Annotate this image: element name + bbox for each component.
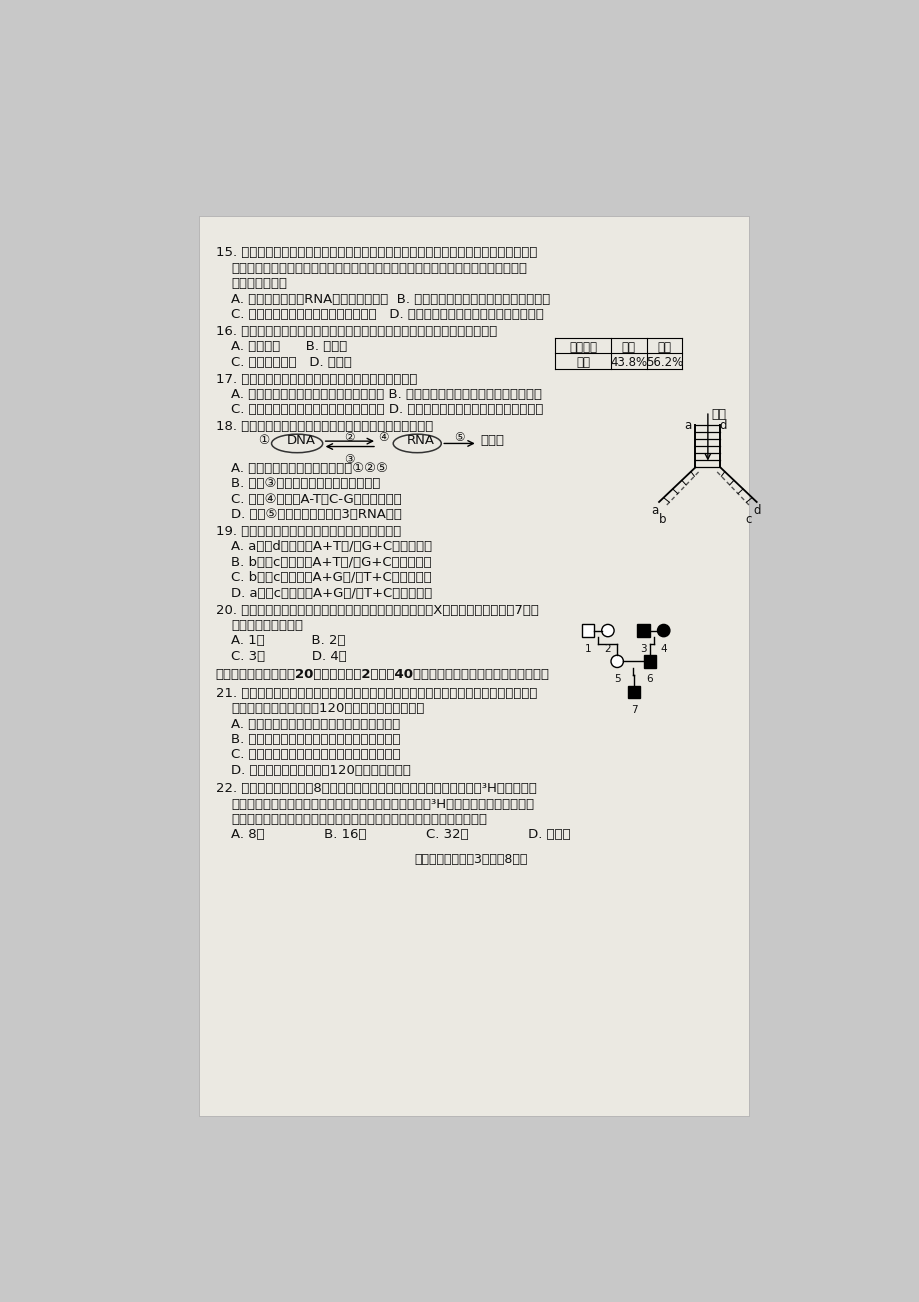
- Circle shape: [657, 625, 669, 637]
- Text: 19. 下列关于右图所示生理过程的说法不正确的是: 19. 下列关于右图所示生理过程的说法不正确的是: [216, 525, 401, 538]
- Text: C. 过程④能发生A-T、C-G碱基互补配对: C. 过程④能发生A-T、C-G碱基互补配对: [231, 492, 402, 505]
- Circle shape: [601, 625, 614, 637]
- Text: b: b: [658, 513, 666, 526]
- Text: 18. 下图为生物的中心法则图解。下列有关说法不正确的是: 18. 下图为生物的中心法则图解。下列有关说法不正确的是: [216, 421, 433, 434]
- Text: 子细胞至有丝分裂分裂后期，一个细胞内具有放射性标记的染色体条数为: 子细胞至有丝分裂分裂后期，一个细胞内具有放射性标记的染色体条数为: [231, 812, 487, 825]
- Text: D. 红细胞中的凋亡基因在120天左右开始表达: D. 红细胞中的凋亡基因在120天左右开始表达: [231, 764, 411, 777]
- Text: 嘌呤: 嘌呤: [621, 341, 635, 354]
- Text: 56.2%: 56.2%: [645, 357, 682, 370]
- Text: A. 人的成熟红细胞可以通过无丝分裂进行增殖: A. 人的成熟红细胞可以通过无丝分裂进行增殖: [231, 717, 400, 730]
- Text: 致病基因最终来源于: 致病基因最终来源于: [231, 618, 303, 631]
- Text: DNA: DNA: [286, 434, 315, 447]
- Text: ⑤: ⑤: [454, 431, 464, 444]
- Text: a: a: [684, 419, 690, 432]
- Text: 7: 7: [630, 706, 637, 715]
- Bar: [581, 625, 594, 637]
- Bar: [628, 686, 640, 698]
- Text: 16. 研究发现某生物的遗传物质的碱基组成情况如表所示，则该生物最可能是: 16. 研究发现某生物的遗传物质的碱基组成情况如表所示，则该生物最可能是: [216, 326, 496, 339]
- Text: a: a: [651, 504, 658, 517]
- Text: D. a链与c链中的（A+G）/（T+C）比值相同: D. a链与c链中的（A+G）/（T+C）比值相同: [231, 587, 432, 600]
- Text: B. b链和c链中的（A+T）/（G+C）比值相同: B. b链和c链中的（A+T）/（G+C）比值相同: [231, 556, 431, 569]
- Bar: [637, 625, 649, 637]
- Bar: [643, 655, 655, 668]
- Text: 17. 下列是关于性别决定和伴性遗传的叙述，正确的是: 17. 下列是关于性别决定和伴性遗传的叙述，正确的是: [216, 372, 416, 385]
- Text: A. 性染色体上的基因都决定性别相关性状 B. 性染色体上的基因只在生殖细胞中表达: A. 性染色体上的基因都决定性别相关性状 B. 性染色体上的基因只在生殖细胞中表…: [231, 388, 541, 401]
- Text: 15. 科学家对细胞不同时期内化学组成成分进行生化分析得知，在某一个时期时，细胞质: 15. 科学家对细胞不同时期内化学组成成分进行生化分析得知，在某一个时期时，细胞…: [216, 246, 537, 259]
- Text: 5: 5: [613, 674, 619, 685]
- Text: 20. 下图为进行性肌肉营养不良遗传病的系谱图，该病为伴X染色体隐性遗传病。7号的: 20. 下图为进行性肌肉营养不良遗传病的系谱图，该病为伴X染色体隐性遗传病。7号…: [216, 604, 538, 617]
- Text: 二、选择题（本题包括20小题。每小题2分，共40分。每小题只有一个选项符合题意。）: 二、选择题（本题包括20小题。每小题2分，共40分。每小题只有一个选项符合题意。…: [216, 668, 550, 681]
- Text: c: c: [745, 513, 752, 526]
- Text: A. a链和d链中的（A+T）/（G+C）比值相同: A. a链和d链中的（A+T）/（G+C）比值相同: [231, 540, 432, 553]
- Text: B. 过程③的完成需要逆转录酶参与催化: B. 过程③的完成需要逆转录酶参与催化: [231, 478, 380, 491]
- Text: 关说法正确的是: 关说法正确的是: [231, 277, 287, 290]
- Text: ④: ④: [378, 431, 389, 444]
- Text: ②: ②: [345, 431, 355, 444]
- Text: C. 3号           D. 4号: C. 3号 D. 4号: [231, 650, 346, 663]
- Text: ③: ③: [345, 453, 355, 466]
- Text: 嘧啶: 嘧啶: [657, 341, 671, 354]
- FancyBboxPatch shape: [199, 216, 748, 1116]
- Text: 22. 某植物体细胞内含有8对染色体，将该植物的根尖分生区细胞置于含³H标记的胸腺: 22. 某植物体细胞内含有8对染色体，将该植物的根尖分生区细胞置于含³H标记的胸…: [216, 783, 536, 796]
- Text: 碱基种类: 碱基种类: [569, 341, 596, 354]
- Text: C. 性染色体上的基因遗传上和性别相关联 D. 没有性染色体的生物个体都是雌雄同体: C. 性染色体上的基因遗传上和性别相关联 D. 没有性染色体的生物个体都是雌雄同…: [231, 404, 543, 417]
- Text: A. 大肠杆菌      B. 噬菌体: A. 大肠杆菌 B. 噬菌体: [231, 340, 347, 353]
- Text: d: d: [719, 419, 726, 432]
- Circle shape: [610, 655, 623, 668]
- Text: 嘧啶的培养基中，大约一个细胞周期的时间。然后在不含³H标记的培养基中继续培养: 嘧啶的培养基中，大约一个细胞周期的时间。然后在不含³H标记的培养基中继续培养: [231, 798, 534, 811]
- Text: 1: 1: [584, 643, 590, 654]
- Text: A. 1号           B. 2号: A. 1号 B. 2号: [231, 634, 346, 647]
- Text: 中脱氧核苷酸含量开始时很低，不久急剧增加，以后又逐渐降低到初始水平。下列有: 中脱氧核苷酸含量开始时很低，不久急剧增加，以后又逐渐降低到初始水平。下列有: [231, 262, 527, 275]
- Text: 高一生物试题卷第3页（共8页）: 高一生物试题卷第3页（共8页）: [414, 853, 528, 866]
- Text: 6: 6: [646, 674, 652, 685]
- Text: C. 该时期正在发生旺盛的基因转录活动   D. 该时期会发生染色质向染色体形态变化: C. 该时期正在发生旺盛的基因转录活动 D. 该时期会发生染色质向染色体形态变化: [231, 309, 543, 320]
- Text: C. b链和c链中的（A+G）/（T+C）比值相同: C. b链和c链中的（A+G）/（T+C）比值相同: [231, 572, 432, 585]
- Text: 蛋白质: 蛋白质: [481, 434, 505, 447]
- Text: D. 过程⑤发生在核糖体，有3种RNA参与: D. 过程⑤发生在核糖体，有3种RNA参与: [231, 508, 402, 521]
- Text: ①: ①: [258, 434, 269, 447]
- Text: C. 造血干细胞形成红细胞体现了细胞的全能性: C. 造血干细胞形成红细胞体现了细胞的全能性: [231, 749, 401, 762]
- Text: 21. 人的造血干细胞在发育为成熟红细胞的过程细胞核逐渐退化，为携带氧气腾出空间，: 21. 人的造血干细胞在发育为成熟红细胞的过程细胞核逐渐退化，为携带氧气腾出空间…: [216, 686, 537, 699]
- Text: B. 球状变成饼状后红细胞的物质运输效率升高: B. 球状变成饼状后红细胞的物质运输效率升高: [231, 733, 401, 746]
- Text: RNA: RNA: [406, 434, 434, 447]
- Text: 3: 3: [640, 643, 646, 654]
- Text: 复制: 复制: [711, 408, 726, 421]
- Text: 4: 4: [660, 643, 666, 654]
- Text: 比例: 比例: [575, 357, 589, 370]
- Text: C. 烟草花叶病毒   D. 酵母菌: C. 烟草花叶病毒 D. 酵母菌: [231, 355, 352, 368]
- Text: d: d: [753, 504, 760, 517]
- Text: A. 正常人体细胞能完成的过程是①②⑤: A. 正常人体细胞能完成的过程是①②⑤: [231, 462, 388, 475]
- Text: 人的红细胞一般能够存活120天。下列说法正确的是: 人的红细胞一般能够存活120天。下列说法正确的是: [231, 702, 425, 715]
- Text: 2: 2: [604, 643, 610, 654]
- Text: 43.8%: 43.8%: [609, 357, 647, 370]
- Text: A. 该时期细胞核中RNA聚合酶活性较高  B. 腺嘌呤和胸腺嘧啶配对在该时期会出现: A. 该时期细胞核中RNA聚合酶活性较高 B. 腺嘌呤和胸腺嘧啶配对在该时期会出…: [231, 293, 550, 306]
- Text: A. 8条              B. 16条              C. 32条              D. 不确定: A. 8条 B. 16条 C. 32条 D. 不确定: [231, 828, 571, 841]
